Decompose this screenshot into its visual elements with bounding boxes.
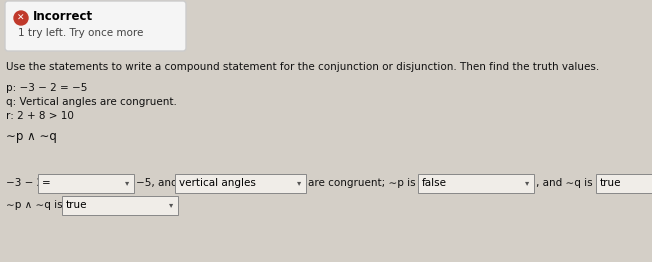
- Text: true: true: [66, 200, 87, 210]
- FancyBboxPatch shape: [417, 173, 533, 193]
- Text: ∼p ∧ ∼q: ∼p ∧ ∼q: [6, 130, 57, 143]
- Text: ∼p ∧ ∼q is: ∼p ∧ ∼q is: [6, 200, 63, 210]
- Text: false: false: [422, 178, 447, 188]
- FancyBboxPatch shape: [175, 173, 306, 193]
- Text: =: =: [42, 178, 51, 188]
- Text: vertical angles: vertical angles: [179, 178, 256, 188]
- Text: −3 − 2: −3 − 2: [6, 178, 43, 188]
- Text: ✕: ✕: [17, 14, 25, 23]
- Text: ▾: ▾: [297, 178, 301, 188]
- FancyBboxPatch shape: [61, 195, 177, 215]
- Text: Incorrect: Incorrect: [33, 10, 93, 24]
- Text: ▾: ▾: [525, 178, 529, 188]
- FancyBboxPatch shape: [38, 173, 134, 193]
- FancyBboxPatch shape: [5, 1, 186, 51]
- Text: r: 2 + 8 > 10: r: 2 + 8 > 10: [6, 111, 74, 121]
- Text: are congruent; ∼p is: are congruent; ∼p is: [308, 178, 415, 188]
- Text: , and ∼q is: , and ∼q is: [536, 178, 593, 188]
- Text: q: Vertical angles are congruent.: q: Vertical angles are congruent.: [6, 97, 177, 107]
- Text: ▾: ▾: [125, 178, 129, 188]
- Text: ▾: ▾: [169, 200, 173, 210]
- Circle shape: [14, 11, 28, 25]
- Text: p: −3 − 2 = −5: p: −3 − 2 = −5: [6, 83, 87, 93]
- Text: Use the statements to write a compound statement for the conjunction or disjunct: Use the statements to write a compound s…: [6, 62, 599, 72]
- Text: 1 try left. Try once more: 1 try left. Try once more: [18, 28, 143, 38]
- Text: true: true: [600, 178, 621, 188]
- FancyBboxPatch shape: [595, 173, 652, 193]
- Text: −5, and: −5, and: [136, 178, 177, 188]
